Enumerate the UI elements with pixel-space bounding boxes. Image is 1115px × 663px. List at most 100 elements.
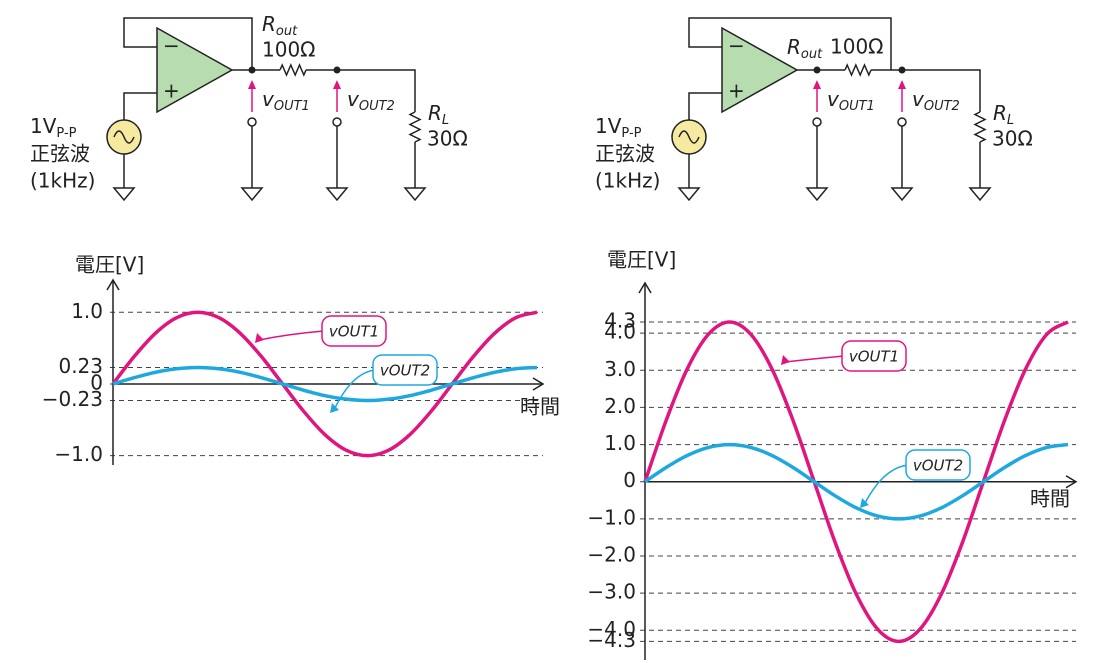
wire [973,111,987,143]
wire [677,178,701,202]
terminal [332,117,342,127]
wire [805,178,829,202]
source-waveform: 正弦波 [30,142,90,166]
legend-box [372,354,438,386]
source-amplitude-main: 1V [595,114,622,138]
callout-arrow [330,403,339,413]
callout-arrow [255,333,264,343]
x-axis-label: 時間 [520,395,560,419]
legend-label: vOUT1 [329,323,379,341]
y-tick-label: −4.0 [587,617,636,641]
x-axis-label: 時間 [1030,487,1070,511]
probe-label-main: v [827,87,840,111]
wire [844,63,872,77]
r-load-value: 30Ω [992,127,1033,151]
y-tick-label: −1.0 [54,442,103,466]
callout-arrow [860,498,869,508]
probe-arrow-head [248,80,256,89]
minus-sign: − [163,34,180,58]
op-amp [156,26,234,114]
x-axis-arrow [532,377,545,391]
wire [890,178,914,202]
y-tick-label: 4.0 [604,320,636,344]
probe-label-main: v [347,87,360,111]
r-out-symbol: Rout [262,12,298,39]
r-out-symbol-main: R [262,12,276,36]
probe-arrow-head [813,80,821,89]
node-dot [333,66,341,74]
legend-box [905,449,971,481]
y-tick-label: −0.23 [42,387,103,411]
wire [325,178,349,202]
node-dot [248,66,256,74]
wire [403,178,427,202]
plus-sign: + [163,79,180,103]
probe-label: vOUT2 [912,87,960,114]
terminal [897,117,907,127]
y-tick-label: −4.3 [587,628,636,652]
series-line [111,310,538,458]
source-amplitude-sub: P-P [621,126,641,141]
terminal [247,117,257,127]
callout-leader [863,464,909,506]
y-axis-arrow [638,281,652,294]
wire [240,178,264,202]
r-load-symbol: RL [993,101,1014,128]
callout-leader [784,355,845,363]
probe-label-main: v [912,87,925,111]
probe-arrow-head [898,80,906,89]
wire [123,92,157,120]
wire [968,178,992,202]
sine-symbol [113,130,135,144]
r-out-symbol-sub: out [801,47,823,62]
probe-label-sub: OUT1 [839,99,875,114]
legend-label: vOUT2 [913,457,963,475]
r-load-symbol: RL [428,101,449,128]
r-load-symbol-sub: L [442,113,449,128]
y-tick-label: 4.3 [604,309,636,333]
y-axis-arrow [106,278,120,291]
y-tick-label: −3.0 [587,580,636,604]
legend-box [321,315,387,347]
probe-label-sub: OUT1 [274,99,310,114]
op-amp [721,26,799,114]
probe-arrow-head [333,80,341,89]
callout-leader [258,330,325,341]
series-line [644,442,1069,521]
probe-label-sub: OUT2 [359,99,395,114]
source-amplitude: 1VP-P [595,114,642,141]
r-out-symbol-sub: out [276,24,298,39]
source-amplitude-main: 1V [30,114,57,138]
wire [123,17,253,70]
wire [797,69,981,112]
callout-arrow [781,355,790,365]
wire [688,17,892,70]
wire [232,69,416,112]
source-frequency: (1kHz) [595,169,660,193]
sine-symbol [678,130,700,144]
y-tick-label: −2.0 [587,543,636,567]
probe-label: vOUT1 [827,87,875,114]
wire [408,111,422,143]
wire [688,92,722,120]
legend-label: vOUT2 [380,362,430,380]
y-tick-label: 1.0 [71,299,103,323]
minus-sign: − [728,34,745,58]
node-dot [813,66,821,74]
source-amplitude-sub: P-P [56,126,76,141]
y-tick-label: 0.23 [58,354,103,378]
plus-sign: + [728,79,745,103]
r-load-symbol-main: R [993,101,1007,125]
x-axis-arrow [1065,475,1078,489]
r-out-value: 100Ω [262,38,315,62]
source-waveform: 正弦波 [595,142,655,166]
r-load-value: 30Ω [427,127,468,151]
y-tick-label: 0 [90,370,103,394]
series-line [643,320,1069,644]
series-line [112,365,538,403]
y-axis-label: 電圧[V] [607,248,676,272]
wire [112,178,136,202]
y-tick-label: 2.0 [604,394,636,418]
legend-label: vOUT1 [849,348,899,366]
